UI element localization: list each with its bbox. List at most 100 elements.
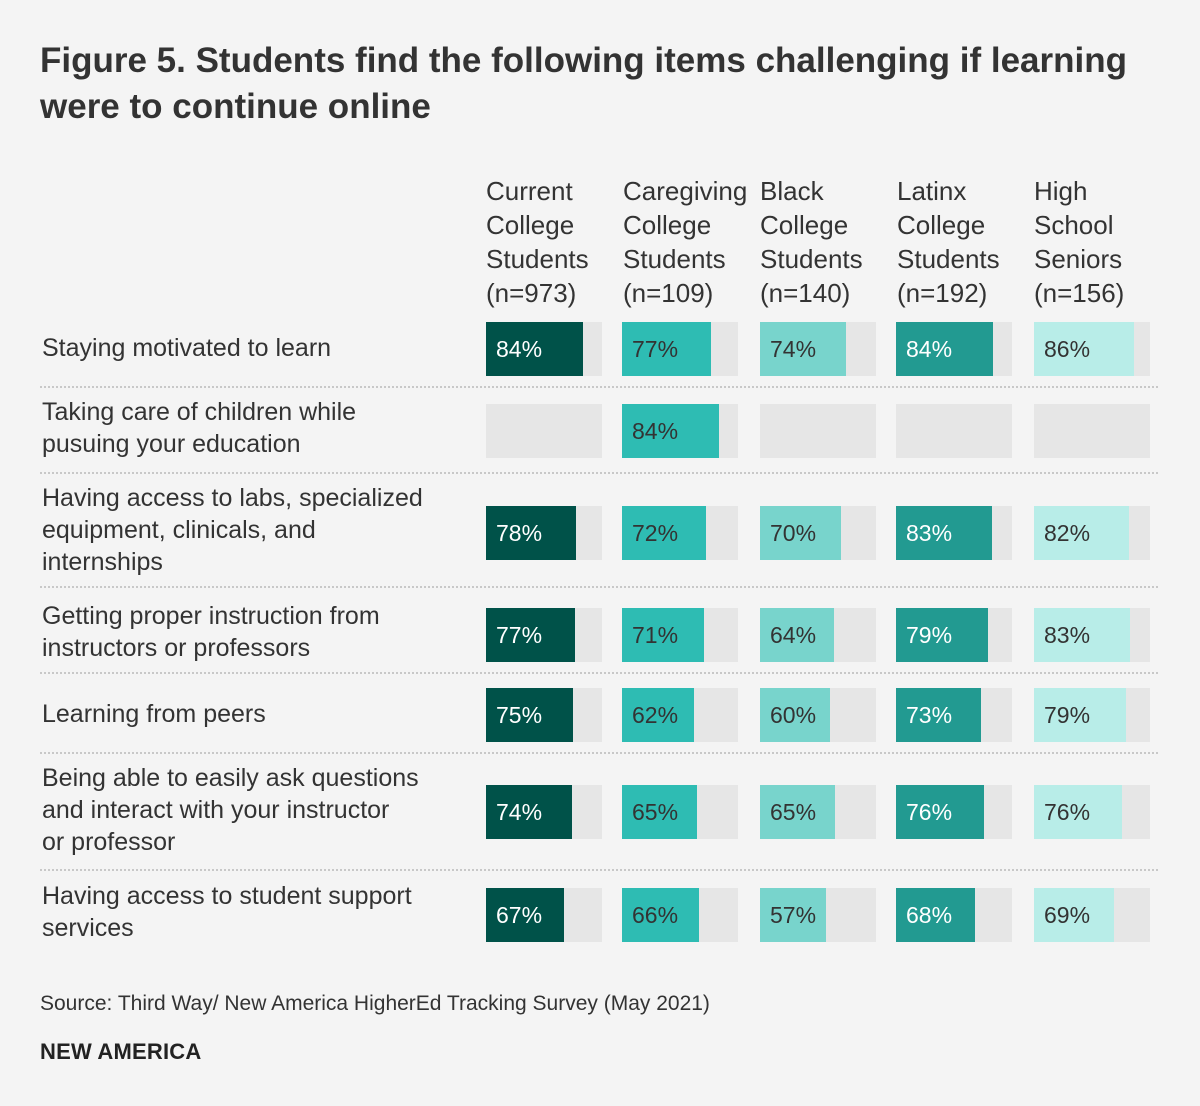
column-header-line: (n=192)	[897, 278, 988, 308]
column-header-line: Current	[486, 176, 573, 206]
column-header-current_college: Current College Students (n=973)	[486, 174, 589, 310]
data-label: 84%	[632, 418, 679, 444]
bar	[1034, 608, 1130, 662]
row-label: Having access to labs, specialized equipm…	[42, 482, 472, 578]
bar	[486, 506, 576, 560]
data-label: 72%	[632, 520, 679, 546]
row-divider	[40, 672, 1158, 674]
column-header-line: Black	[760, 176, 824, 206]
bar	[622, 888, 699, 942]
column-header-line: Caregiving	[623, 176, 748, 206]
bar	[760, 785, 835, 839]
data-label: 65%	[770, 799, 817, 825]
column-header-line: College	[623, 210, 712, 240]
data-label: 75%	[496, 702, 543, 728]
column-header-line: (n=140)	[760, 278, 851, 308]
bar	[896, 688, 981, 742]
row-label-line: Staying motivated to learn	[42, 334, 332, 362]
row-label: Having access to student support services	[42, 880, 472, 944]
data-label: 64%	[770, 622, 817, 648]
data-label: 77%	[496, 622, 543, 648]
bar	[486, 785, 572, 839]
bar	[760, 322, 846, 376]
data-label: 77%	[632, 336, 679, 362]
bar	[1034, 888, 1114, 942]
bar-track	[486, 404, 602, 458]
data-label: 71%	[632, 622, 679, 648]
column-header-line: Latinx	[897, 176, 967, 206]
row-label-line: or professor	[42, 828, 176, 856]
data-label: 83%	[1044, 622, 1091, 648]
column-header-line: Students	[486, 244, 589, 274]
bar-track	[896, 404, 1012, 458]
data-label: 82%	[1044, 520, 1091, 546]
data-label: 60%	[770, 702, 817, 728]
bar-track	[1034, 404, 1150, 458]
data-label: 67%	[496, 902, 543, 928]
bar	[896, 888, 975, 942]
data-label: 74%	[770, 336, 817, 362]
data-label: 73%	[906, 702, 953, 728]
row-label: Being able to easily ask questions and in…	[42, 762, 472, 858]
row-label-line: Being able to easily ask questions	[42, 764, 419, 792]
column-header-line: (n=973)	[486, 278, 577, 308]
column-header-black_college: Black College Students (n=140)	[760, 174, 863, 310]
row-label: Getting proper instruction from instructo…	[42, 600, 472, 664]
data-label: 83%	[906, 520, 953, 546]
bar	[622, 322, 711, 376]
column-header-line: (n=156)	[1034, 278, 1125, 308]
row-label-line: Taking care of children while	[42, 398, 357, 426]
row-label-line: equipment, clinicals, and	[42, 516, 316, 544]
bar	[622, 785, 697, 839]
data-label: 66%	[632, 902, 679, 928]
chart-title: Figure 5. Students find the following it…	[40, 41, 1127, 126]
bar	[622, 608, 704, 662]
row-label-line: Getting proper instruction from	[42, 602, 380, 630]
data-label: 84%	[906, 336, 953, 362]
brand-logo-text: NEW AMERICA	[40, 1039, 202, 1064]
row-label-line: internships	[42, 548, 163, 576]
bar	[896, 608, 988, 662]
bar	[622, 688, 694, 742]
column-header-line: Students	[623, 244, 726, 274]
bar	[760, 888, 826, 942]
bar	[1034, 785, 1122, 839]
row-label: Learning from peers	[42, 698, 472, 730]
column-header-latinx_college: Latinx College Students (n=192)	[897, 174, 1000, 310]
row-divider	[40, 586, 1158, 588]
data-label: 76%	[906, 799, 953, 825]
bar	[1034, 688, 1126, 742]
bar	[486, 688, 573, 742]
row-label-line: pusuing your education	[42, 430, 301, 458]
row-label-line: Having access to labs, specialized	[42, 484, 423, 512]
row-label-line: Having access to student support	[42, 882, 412, 910]
column-header-caregiving_college: Caregiving College Students (n=109)	[623, 174, 747, 310]
row-label-line: and interact with your instructor	[42, 796, 390, 824]
data-label: 86%	[1044, 336, 1091, 362]
row-divider	[40, 472, 1158, 474]
bar-track	[760, 404, 876, 458]
column-header-line: School	[1034, 210, 1114, 240]
column-header-line: Students	[760, 244, 863, 274]
column-header-line: High	[1034, 176, 1088, 206]
data-label: 76%	[1044, 799, 1091, 825]
data-label: 74%	[496, 799, 543, 825]
bar	[486, 888, 564, 942]
row-divider	[40, 386, 1158, 388]
data-label: 68%	[906, 902, 953, 928]
bar	[1034, 322, 1134, 376]
bar	[1034, 506, 1129, 560]
row-divider	[40, 752, 1158, 754]
data-label: 65%	[632, 799, 679, 825]
data-label: 57%	[770, 902, 817, 928]
data-label: 78%	[496, 520, 543, 546]
data-label: 69%	[1044, 902, 1091, 928]
bar	[622, 404, 719, 458]
row-label-line: services	[42, 914, 134, 942]
data-label: 79%	[906, 622, 953, 648]
row-label-line: instructors or professors	[42, 634, 311, 662]
column-header-line: College	[760, 210, 849, 240]
row-label-line: Learning from peers	[42, 700, 266, 728]
data-label: 62%	[632, 702, 679, 728]
column-header-high_school: High School Seniors (n=156)	[1034, 174, 1124, 310]
